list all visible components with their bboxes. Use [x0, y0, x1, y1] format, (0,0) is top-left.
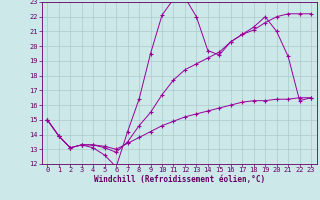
X-axis label: Windchill (Refroidissement éolien,°C): Windchill (Refroidissement éolien,°C)	[94, 175, 265, 184]
